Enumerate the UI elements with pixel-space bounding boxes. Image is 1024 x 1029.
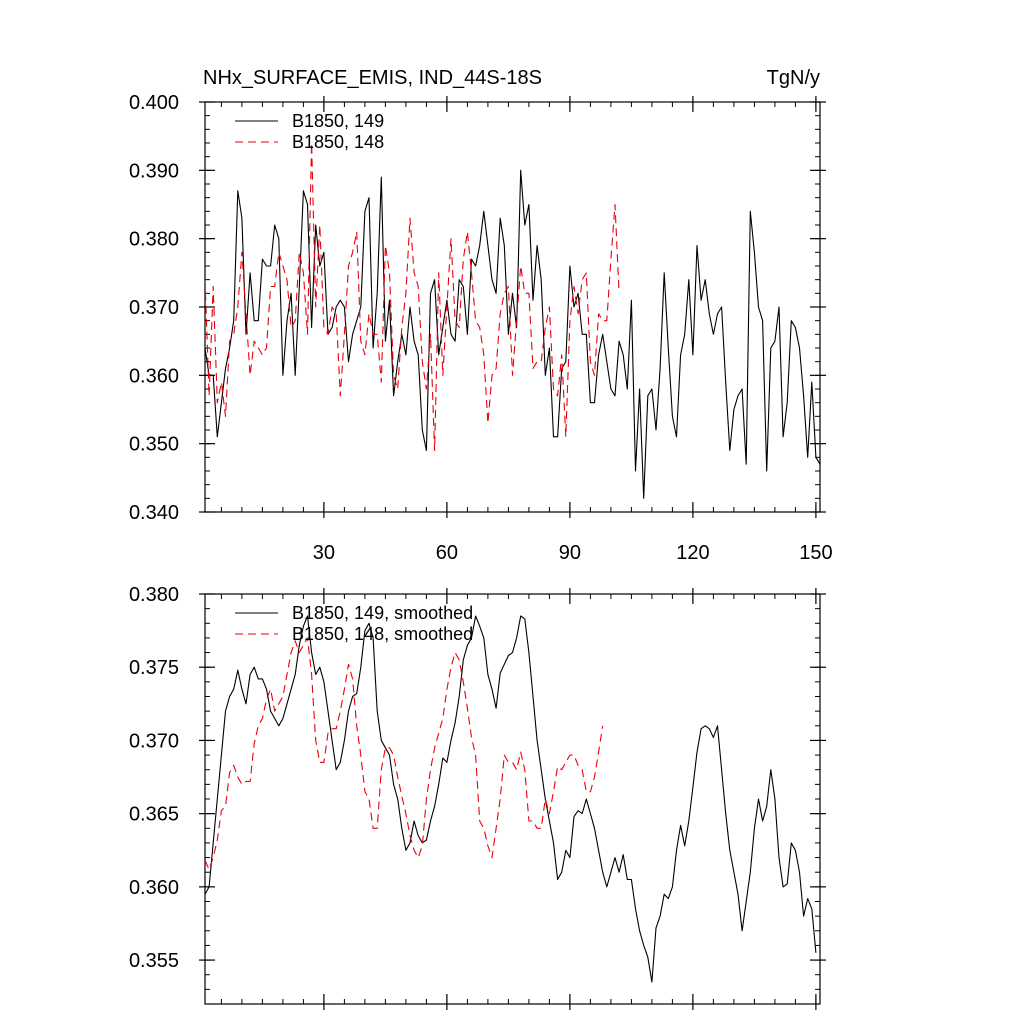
top-panel: 0.340 0.350 0.360 0.370 0.380 0.390 0.400 30 60 9… (129, 92, 833, 564)
chart-title: NHx_SURFACE_EMIS, IND_44S-18S (203, 67, 542, 89)
x-tick-label: 30 (313, 542, 335, 564)
series-line (205, 142, 620, 452)
series-line (205, 637, 604, 870)
x-tick-label: 90 (559, 542, 581, 564)
y-tick-label: 0.360 (129, 365, 179, 387)
y-tick-label: 0.350 (129, 434, 179, 456)
y-tick-label: 0.355 (129, 950, 179, 972)
legend-label: B1850, 149, smoothed (292, 603, 473, 623)
y-tick-label: 0.380 (129, 229, 179, 251)
plot-frame (204, 593, 821, 1005)
legend-label: B1850, 148 (292, 132, 384, 152)
plot-frame (204, 101, 821, 513)
y-tick-label: 0.370 (129, 730, 179, 752)
bottom-panel: 0.355 0.360 0.365 0.370 0.375 0.380 B1850, 149… (129, 584, 826, 1010)
legend-label: B1850, 149 (292, 111, 384, 131)
y-tick-label: 0.380 (129, 584, 179, 606)
x-tick-label: 150 (799, 542, 832, 564)
x-tick-label: 120 (676, 542, 709, 564)
y-tick-label: 0.370 (129, 297, 179, 319)
x-tick-label: 60 (436, 542, 458, 564)
y-tick-label: 0.365 (129, 804, 179, 826)
series-line (205, 615, 817, 983)
y-tick-label: 0.400 (129, 92, 179, 114)
y-tick-label: 0.360 (129, 877, 179, 899)
legend-label: B1850, 148, smoothed (292, 624, 473, 644)
chart-units: TgN/y (767, 67, 820, 89)
y-tick-label: 0.375 (129, 657, 179, 679)
y-tick-label: 0.390 (129, 160, 179, 182)
y-tick-label: 0.340 (129, 502, 179, 524)
series-line (205, 169, 820, 499)
